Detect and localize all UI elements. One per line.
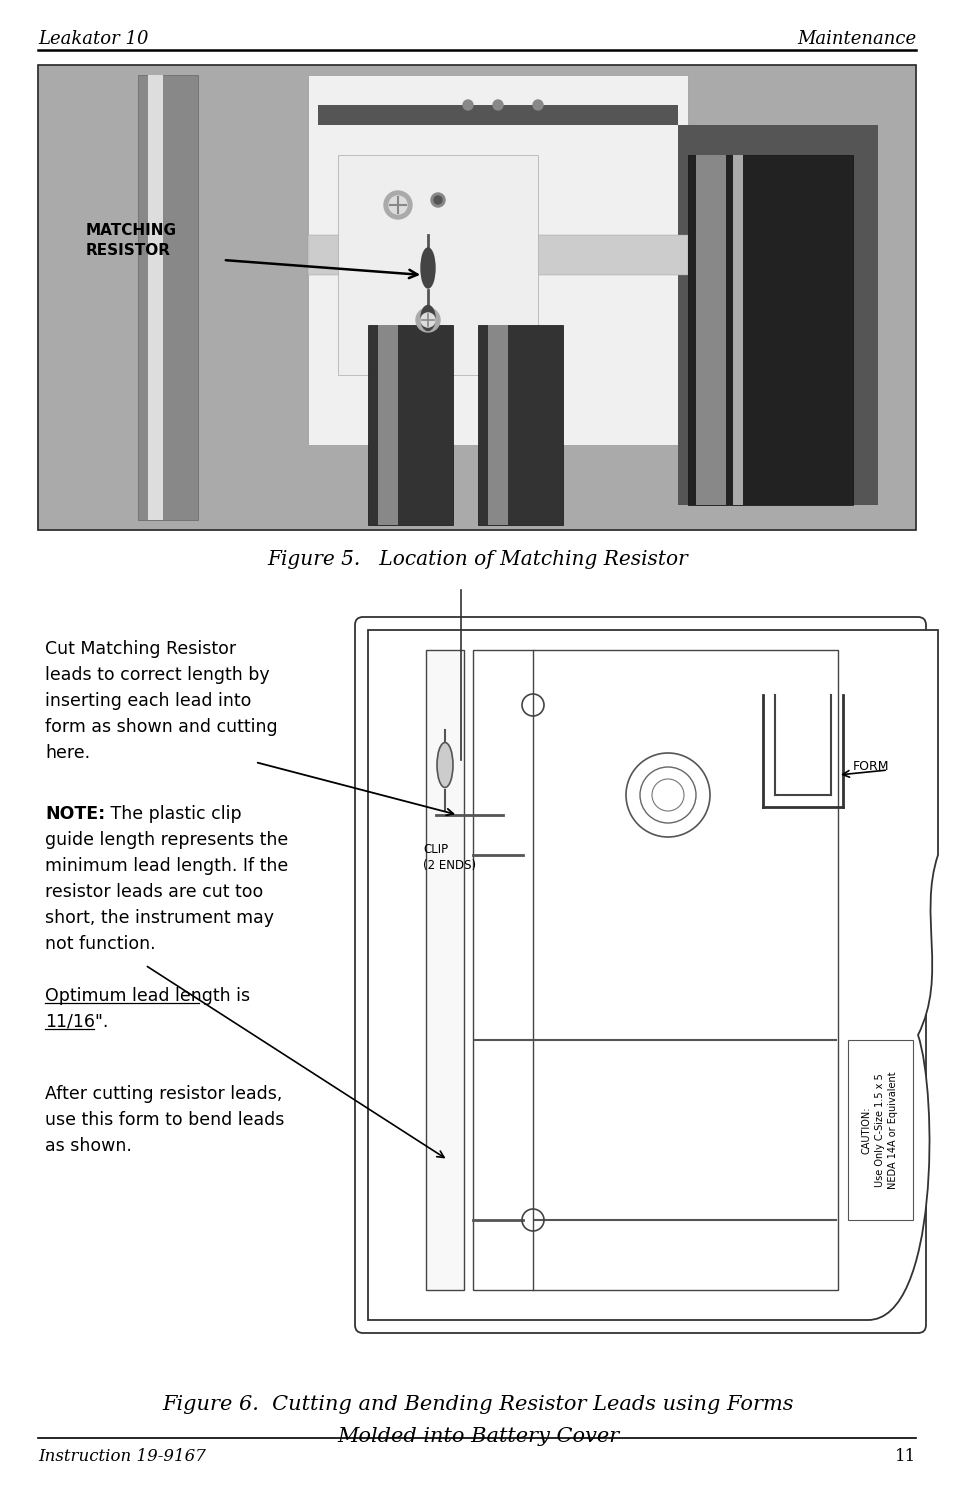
Text: NOTE:: NOTE: — [45, 805, 105, 823]
Text: form as shown and cutting: form as shown and cutting — [45, 718, 277, 736]
Text: 11: 11 — [894, 1448, 915, 1465]
Bar — [473, 649, 837, 1290]
Circle shape — [431, 193, 444, 208]
Text: leads to correct length by: leads to correct length by — [45, 666, 270, 684]
Text: MATCHING: MATCHING — [86, 222, 177, 237]
Bar — [308, 234, 687, 275]
Text: FORM: FORM — [852, 760, 888, 773]
Bar — [477, 325, 562, 526]
Ellipse shape — [420, 248, 435, 288]
Bar — [308, 75, 687, 445]
Circle shape — [462, 100, 473, 110]
Circle shape — [384, 191, 412, 219]
Bar — [847, 1041, 912, 1220]
Bar — [138, 75, 198, 520]
Bar — [38, 66, 915, 530]
FancyBboxPatch shape — [355, 617, 925, 1333]
Text: Figure 5.   Location of Matching Resistor: Figure 5. Location of Matching Resistor — [268, 549, 688, 569]
PathPatch shape — [368, 630, 937, 1320]
Text: Instruction 19-9167: Instruction 19-9167 — [38, 1448, 206, 1465]
Text: RESISTOR: RESISTOR — [86, 243, 171, 258]
Text: inserting each lead into: inserting each lead into — [45, 691, 251, 711]
Circle shape — [493, 100, 502, 110]
Bar — [377, 325, 397, 526]
Circle shape — [533, 100, 542, 110]
Text: resistor leads are cut too: resistor leads are cut too — [45, 882, 263, 900]
Text: as shown.: as shown. — [45, 1138, 132, 1156]
Bar — [426, 649, 463, 1290]
Text: CLIP
(2 ENDS): CLIP (2 ENDS) — [422, 844, 476, 872]
Bar — [148, 75, 163, 520]
Text: here.: here. — [45, 744, 90, 761]
Text: short, the instrument may: short, the instrument may — [45, 909, 274, 927]
Ellipse shape — [420, 306, 435, 330]
Bar — [732, 155, 742, 505]
Text: 11/16".: 11/16". — [45, 1012, 109, 1032]
Bar — [678, 125, 877, 505]
Text: CAUTION:
Use Only C-Size 1.5 x 5
NEDA 14A or Equivalent: CAUTION: Use Only C-Size 1.5 x 5 NEDA 14… — [861, 1070, 898, 1188]
Circle shape — [389, 196, 407, 213]
Bar — [687, 155, 852, 505]
Bar — [337, 155, 537, 375]
Text: not function.: not function. — [45, 935, 155, 953]
Text: After cutting resistor leads,: After cutting resistor leads, — [45, 1085, 282, 1103]
Text: Figure 6.  Cutting and Bending Resistor Leads using Forms: Figure 6. Cutting and Bending Resistor L… — [162, 1394, 793, 1414]
Circle shape — [434, 196, 441, 205]
Text: Molded into Battery Cover: Molded into Battery Cover — [336, 1427, 618, 1447]
Text: Maintenance: Maintenance — [796, 30, 915, 48]
Text: guide length represents the: guide length represents the — [45, 832, 288, 850]
Text: Cut Matching Resistor: Cut Matching Resistor — [45, 640, 236, 658]
Ellipse shape — [436, 742, 453, 787]
Text: minimum lead length. If the: minimum lead length. If the — [45, 857, 288, 875]
Bar — [488, 325, 507, 526]
Circle shape — [416, 308, 439, 331]
Text: Leakator 10: Leakator 10 — [38, 30, 149, 48]
Bar — [696, 155, 725, 505]
Bar — [317, 105, 678, 125]
Circle shape — [420, 314, 435, 327]
Text: Optimum lead length is: Optimum lead length is — [45, 987, 250, 1005]
Bar — [39, 66, 914, 529]
Bar — [368, 325, 453, 526]
Text: The plastic clip: The plastic clip — [105, 805, 241, 823]
Text: use this form to bend leads: use this form to bend leads — [45, 1111, 284, 1129]
